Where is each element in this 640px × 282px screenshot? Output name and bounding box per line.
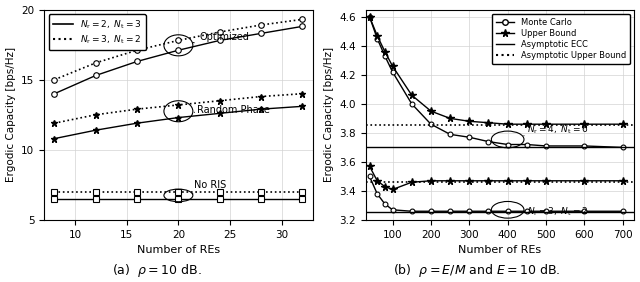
Text: Optimized: Optimized [199, 32, 249, 42]
Text: (b)  $\rho = E/M$ and $E = 10$ dB.: (b) $\rho = E/M$ and $E = 10$ dB. [393, 262, 561, 279]
Y-axis label: Ergodic Capacity [bps/Hz]: Ergodic Capacity [bps/Hz] [6, 47, 15, 182]
X-axis label: Number of REs: Number of REs [458, 245, 541, 255]
Text: $N_\mathrm{r} = 4,\ N_\mathrm{t} = 6$: $N_\mathrm{r} = 4,\ N_\mathrm{t} = 6$ [524, 124, 588, 136]
Text: (a)  $\rho = 10$ dB.: (a) $\rho = 10$ dB. [112, 262, 202, 279]
Text: Random Phase: Random Phase [197, 105, 270, 115]
Legend: $N_\mathrm{r} = 2,\ N_\mathrm{t} = 3$, $N_\mathrm{r} = 3,\ N_\mathrm{t} = 2$: $N_\mathrm{r} = 2,\ N_\mathrm{t} = 3$, $… [49, 14, 146, 50]
Text: No RIS: No RIS [194, 180, 226, 190]
Y-axis label: Ergodic Capacity [bps/Hz]: Ergodic Capacity [bps/Hz] [324, 47, 334, 182]
X-axis label: Number of REs: Number of REs [137, 245, 220, 255]
Legend: Monte Carlo, Upper Bound, Asymptotic ECC, Asymptotic Upper Bound: Monte Carlo, Upper Bound, Asymptotic ECC… [492, 14, 630, 64]
Text: $N_\mathrm{r} = 3,\ N_\mathrm{t} = 2$: $N_\mathrm{r} = 3,\ N_\mathrm{t} = 2$ [524, 205, 588, 218]
